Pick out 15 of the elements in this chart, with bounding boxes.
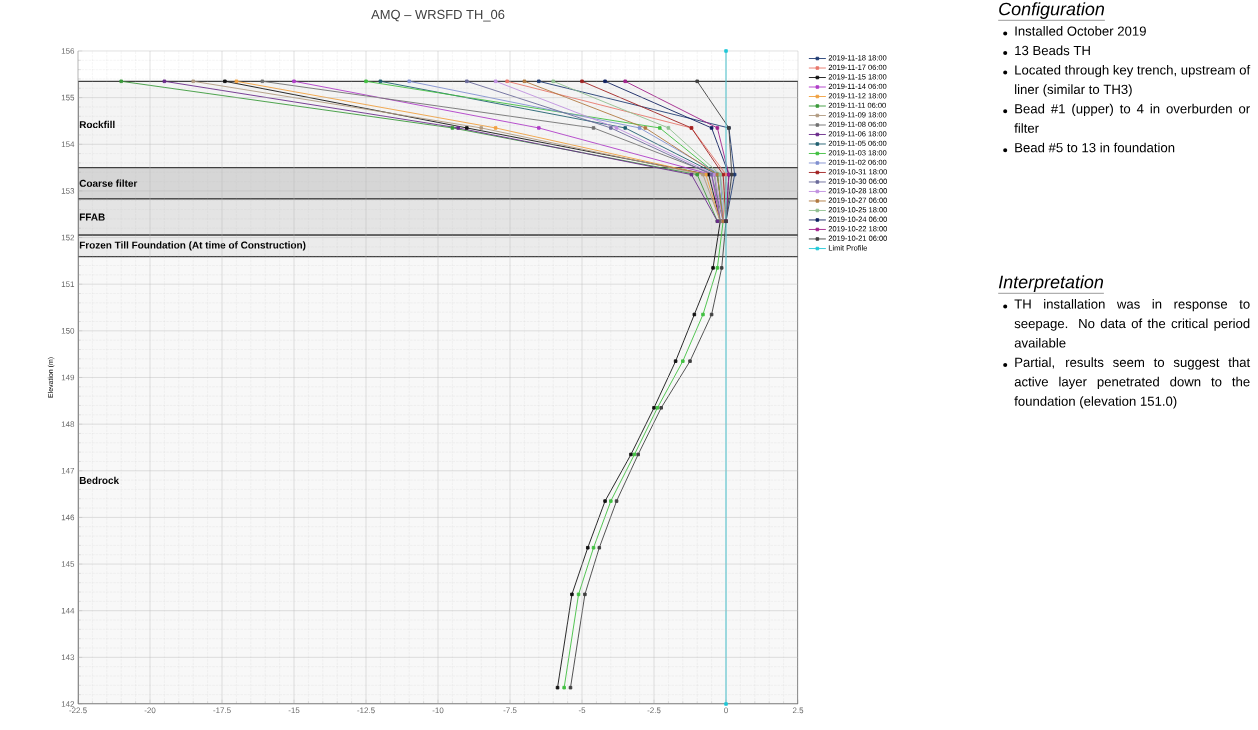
- text: Partial, results seem to suggest that active layer penetrated down to the foundation (elevation 151.0): [1014, 357, 1251, 409]
- text: Located through key trench, upstream of liner (similar to TH3): [1015, 64, 1251, 97]
- text: Installed October 2019: [1015, 26, 1146, 36]
- text: Interpretation: [998, 275, 1104, 292]
- text: Bead #1 (upper) to 4 in overburden or filter: [1014, 103, 1250, 133]
- band-label: Coarse filter: [79, 179, 138, 187]
- text: Configuration: [999, 2, 1105, 19]
- band-label: Frozen Till Foundation (At time of Construction): [79, 241, 306, 251]
- chart-title: AMQ – WRSFD TH_06: [371, 9, 505, 22]
- band-label: Rockfill: [79, 120, 115, 129]
- band-label: FFAB: [79, 213, 105, 221]
- text: Bead #5 to 13 in foundation: [1015, 142, 1175, 153]
- text: 13 Beads TH: [1015, 45, 1090, 56]
- text: TH installation was in response to seepage. No data of the critical period available: [1014, 299, 1250, 348]
- band-label: Bedrock: [79, 476, 120, 484]
